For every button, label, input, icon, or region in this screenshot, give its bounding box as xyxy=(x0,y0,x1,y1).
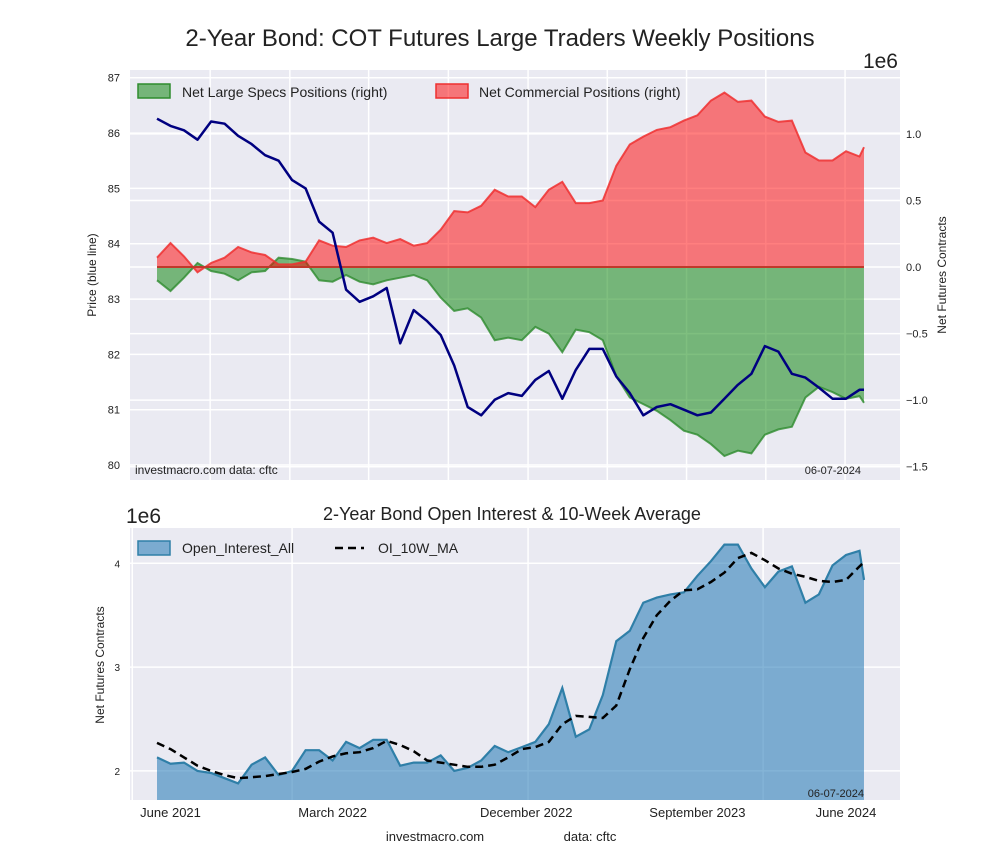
open-interest-title: 2-Year Bond Open Interest & 10-Week Aver… xyxy=(323,504,701,524)
left-tick-label: 84 xyxy=(108,239,120,251)
commercial-line xyxy=(156,91,865,274)
legend-specs-swatch xyxy=(137,83,171,99)
right-axis-scale: 1e6 xyxy=(863,50,898,73)
left-tick-label: 83 xyxy=(108,294,120,306)
main-title: 2-Year Bond: COT Futures Large Traders W… xyxy=(185,25,814,52)
x-tick-label: March 2022 xyxy=(298,805,367,820)
legend-oi-swatch xyxy=(137,540,171,556)
specs-line xyxy=(156,256,865,458)
commercial-area xyxy=(157,92,864,273)
right-axis-label: Net Futures Contracts xyxy=(935,216,949,333)
bottom-y-tick-label: 3 xyxy=(114,663,120,674)
right-tick-label: −1.0 xyxy=(906,395,928,407)
left-tick-label: 81 xyxy=(108,405,120,417)
bottom-y-tick-label: 2 xyxy=(114,767,120,778)
left-tick-label: 86 xyxy=(108,128,120,140)
source-annotation: investmacro.com data: cftc xyxy=(135,463,278,477)
left-tick-label: 82 xyxy=(108,349,120,361)
legend-oi-label: Open_Interest_All xyxy=(182,540,294,556)
right-tick-label: −1.5 xyxy=(906,462,928,474)
date-annotation: 06-07-2024 xyxy=(805,465,861,477)
x-tick-label: December 2022 xyxy=(480,805,573,820)
left-tick-label: 87 xyxy=(108,73,120,85)
footer-source: data: cftc xyxy=(564,829,617,844)
x-tick-label: June 2021 xyxy=(140,805,201,820)
right-tick-label: −0.5 xyxy=(906,329,928,341)
bottom-axis-scale: 1e6 xyxy=(126,505,161,528)
left-tick-label: 80 xyxy=(108,460,120,472)
bottom-date-annotation: 06-07-2024 xyxy=(808,788,864,800)
legend-ma-label: OI_10W_MA xyxy=(378,540,459,556)
left-tick-label: 85 xyxy=(108,183,120,195)
x-tick-label: September 2023 xyxy=(649,805,745,820)
bottom-y-tick-label: 4 xyxy=(114,559,120,570)
right-tick-label: 1.0 xyxy=(906,129,921,141)
right-tick-label: 0.5 xyxy=(906,195,921,207)
legend-specs-label: Net Large Specs Positions (right) xyxy=(182,84,387,100)
x-tick-label: June 2024 xyxy=(816,805,877,820)
left-axis-label: Price (blue line) xyxy=(85,233,99,316)
right-tick-label: 0.0 xyxy=(906,262,921,274)
open-interest-line xyxy=(156,543,866,785)
footer-site: investmacro.com xyxy=(386,829,484,844)
legend-commercial-swatch xyxy=(435,83,469,99)
moving-average-line xyxy=(156,551,865,780)
price-line xyxy=(156,117,864,417)
specs-area xyxy=(157,257,864,456)
bottom-y-axis-label: Net Futures Contracts xyxy=(93,606,107,723)
legend-commercial-label: Net Commercial Positions (right) xyxy=(479,84,681,100)
open-interest-area xyxy=(157,544,864,800)
